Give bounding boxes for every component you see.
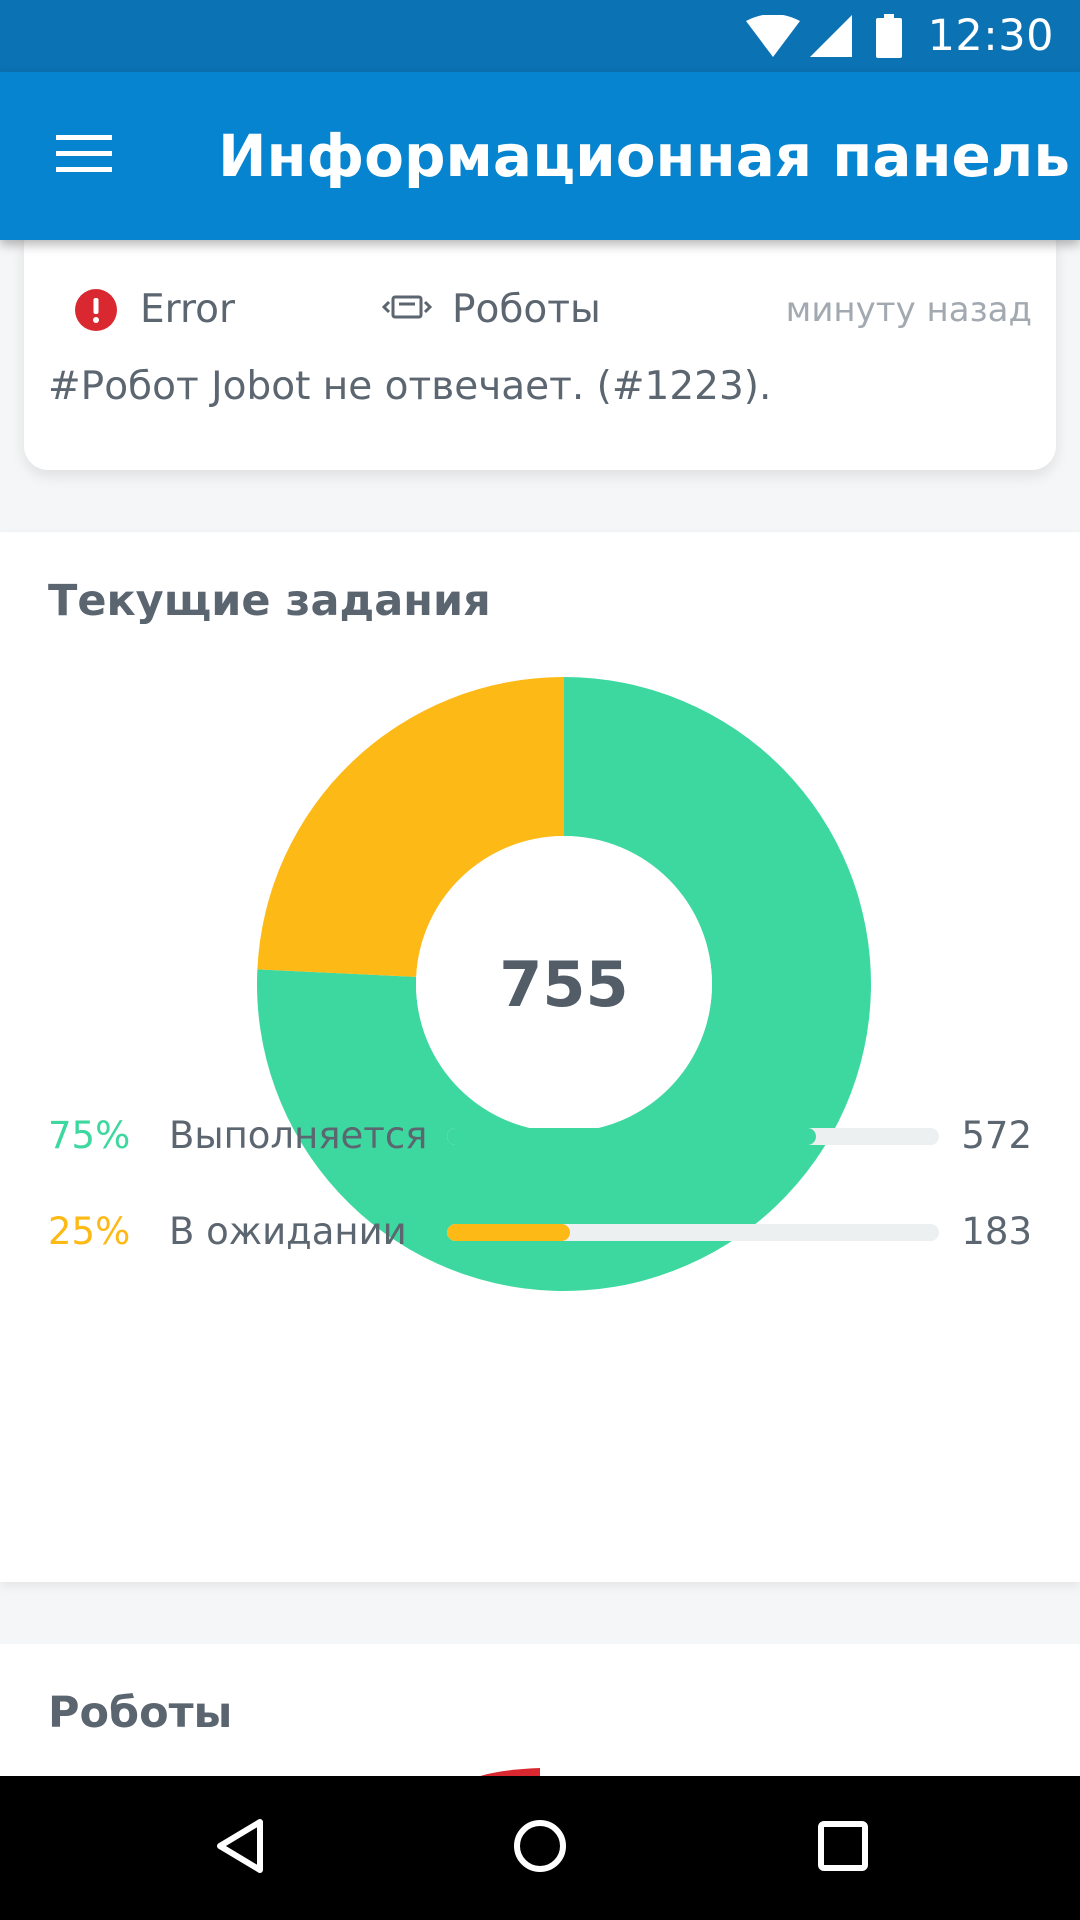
alert-card[interactable]: Error Роботы минуту назад #Робот Jobot н… (24, 220, 1056, 470)
legend-percent: 75% (48, 1114, 131, 1157)
robot-icon (381, 292, 433, 326)
cell-signal-icon (809, 15, 852, 57)
legend-label: В ожидании (169, 1210, 407, 1253)
alert-category: Роботы (452, 287, 601, 332)
recents-button[interactable] (793, 1798, 893, 1898)
alert-time: минуту назад (785, 290, 1032, 330)
legend-label: Выполняется (169, 1114, 428, 1157)
robots-title: Роботы (48, 1688, 233, 1738)
legend-row-running[interactable]: 75% Выполняется 572 (48, 1108, 1032, 1164)
status-clock: 12:30 (927, 11, 1054, 61)
wifi-icon (745, 15, 800, 57)
alert-message: #Робот Jobot не отвечает. (#1223). (48, 364, 772, 409)
status-bar: 12:30 (0, 0, 1080, 72)
legend-value: 183 (961, 1210, 1032, 1253)
progress-track (447, 1128, 939, 1145)
alert-header: Error Роботы минуту назад (50, 284, 1056, 336)
alert-level: Error (140, 287, 236, 332)
recents-icon (817, 1820, 869, 1876)
jobs-donut-chart[interactable]: 755 (257, 677, 871, 1291)
legend-percent: 25% (48, 1210, 131, 1253)
progress-track (447, 1224, 939, 1241)
battery-icon (875, 14, 902, 58)
error-icon (74, 288, 118, 336)
donut-hole (416, 836, 712, 1132)
home-icon (513, 1819, 567, 1877)
app-bar: Информационная панель (0, 72, 1080, 240)
home-button[interactable] (490, 1798, 590, 1898)
progress-fill (447, 1128, 816, 1145)
legend-value: 572 (961, 1114, 1032, 1157)
donut-total: 755 (499, 948, 628, 1021)
progress-fill (447, 1224, 570, 1241)
menu-button[interactable] (44, 119, 124, 193)
hamburger-menu-icon (56, 135, 112, 177)
page-title: Информационная панель (218, 122, 1071, 190)
status-icons: 12:30 (745, 0, 1054, 72)
donut-slice-pending[interactable] (257, 677, 564, 977)
system-nav-bar (0, 1776, 1080, 1920)
back-icon (214, 1818, 266, 1878)
jobs-card: Текущие задания 755 75% Выполняется 572 … (0, 532, 1080, 1582)
legend-row-pending[interactable]: 25% В ожидании 183 (48, 1204, 1032, 1260)
jobs-title: Текущие задания (48, 576, 491, 626)
back-button[interactable] (190, 1798, 290, 1898)
